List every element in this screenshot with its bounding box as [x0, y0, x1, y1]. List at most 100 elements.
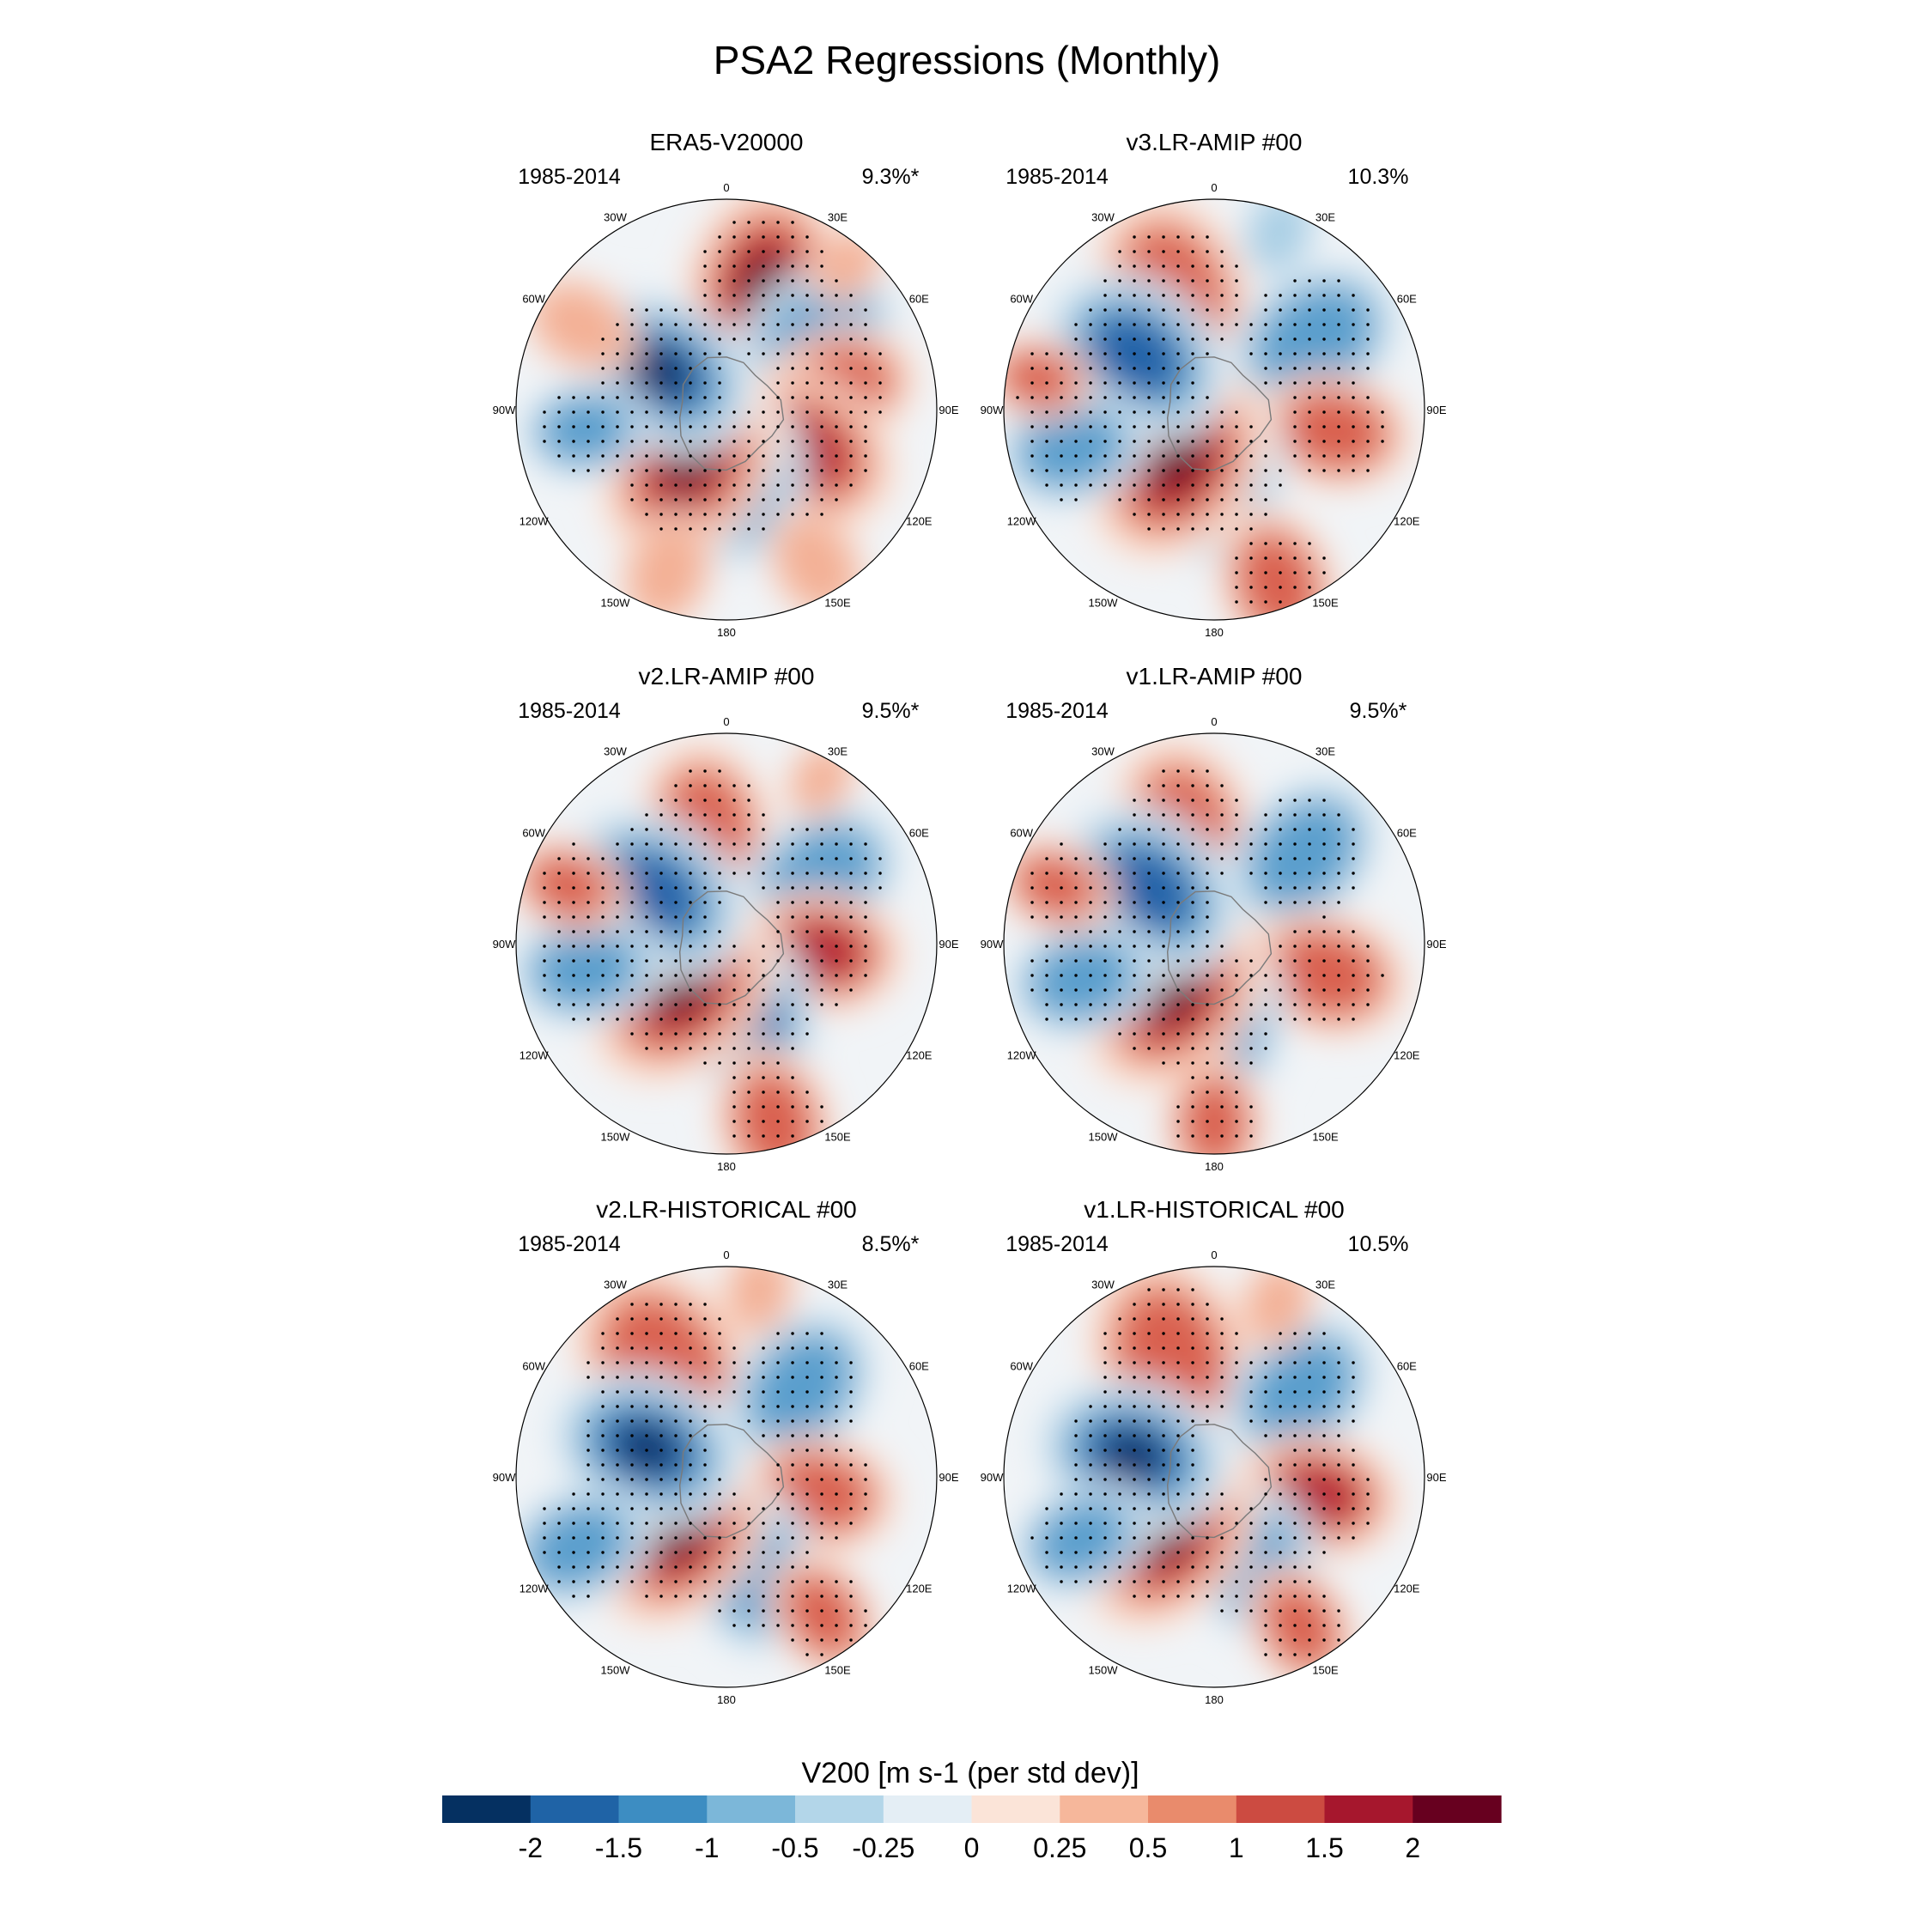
significance-stippling — [543, 221, 882, 531]
map-panel: 0 30E 60E 90E 120E 150E 180 150W 120W 90W 60W 30W v2… — [493, 663, 959, 1173]
longitude-label: 30W — [1091, 745, 1115, 758]
longitude-label: 60W — [1010, 293, 1033, 306]
longitude-labels: 0 30E 60E 90E 120E 150E 180 150W 120W 90W 60W 30W — [493, 1249, 959, 1706]
negative-anomaly — [1030, 939, 1133, 1019]
significance-stippling — [543, 1303, 867, 1656]
map-panel: 0 30E 60E 90E 120E 150E 180 150W 120W 90W 60W 30W ER… — [493, 129, 959, 639]
negative-anomaly — [1091, 314, 1182, 397]
longitude-label: 90W — [981, 1471, 1004, 1484]
negative-anomaly — [750, 1334, 852, 1442]
anomaly-blobs — [516, 1267, 899, 1678]
panel-period: 1985-2014 — [1005, 165, 1109, 189]
map-border — [515, 732, 938, 1155]
longitude-label: 60W — [1010, 1360, 1033, 1373]
longitude-label: 60E — [1397, 1360, 1417, 1373]
colorbar-tick-label: 2 — [1405, 1832, 1420, 1863]
longitude-label: 60W — [522, 293, 545, 306]
antarctica-coastline — [678, 890, 785, 1005]
longitude-label: 60E — [1397, 293, 1417, 306]
map-panel: 0 30E 60E 90E 120E 150E 180 150W 120W 90W 60W 30W v3… — [981, 129, 1447, 639]
longitude-labels: 0 30E 60E 90E 120E 150E 180 150W 120W 90W 60W 30W — [981, 1249, 1447, 1706]
map-panel: 0 30E 60E 90E 120E 150E 180 150W 120W 90W 60W 30W v1… — [981, 663, 1447, 1173]
positive-anomaly — [1150, 430, 1206, 492]
antarctica-coastline — [678, 1424, 785, 1539]
panel-title: v3.LR-AMIP #00 — [1127, 129, 1303, 155]
longitude-label: 60W — [522, 827, 545, 840]
longitude-label: 150E — [1312, 1130, 1339, 1143]
longitude-labels: 0 30E 60E 90E 120E 150E 180 150W 120W 90W 60W 30W — [493, 181, 959, 639]
panel-percent-variance: 9.5%* — [1350, 699, 1407, 723]
regression-field — [1004, 199, 1425, 620]
longitude-label: 90W — [493, 938, 516, 951]
longitude-label: 0 — [723, 181, 729, 194]
map-panel: 0 30E 60E 90E 120E 150E 180 150W 120W 90W 60W 30W v1… — [981, 1196, 1447, 1706]
longitude-label: 30E — [828, 211, 848, 224]
map-border — [515, 1266, 938, 1688]
longitude-label: 150W — [1089, 1663, 1119, 1676]
significance-stippling — [1016, 235, 1384, 604]
significance-stippling — [1030, 1288, 1370, 1656]
negative-anomaly — [1034, 1501, 1127, 1577]
anomaly-blobs — [517, 199, 919, 620]
positive-anomaly — [1264, 1584, 1337, 1668]
panel-title: v1.LR-HISTORICAL #00 — [1084, 1196, 1344, 1223]
longitude-label: 60E — [909, 827, 929, 840]
colorbar-swatch — [1413, 1795, 1502, 1823]
significance-stippling — [543, 769, 882, 1138]
regression-field — [1004, 1267, 1425, 1687]
longitude-label: 90E — [939, 938, 958, 951]
longitude-label: 30W — [604, 745, 627, 758]
longitude-label: 120W — [519, 515, 550, 528]
colorbar-swatch — [1324, 1795, 1413, 1823]
longitude-label: 30E — [1315, 1279, 1335, 1291]
negative-anomaly — [1248, 1338, 1353, 1443]
longitude-label: 30W — [604, 1279, 627, 1291]
longitude-label: 90E — [1426, 404, 1446, 416]
longitude-label: 150W — [601, 1130, 631, 1143]
panel-title: v2.LR-AMIP #00 — [639, 663, 815, 690]
stipple-dots — [543, 769, 882, 1138]
colorbar-tick-label: -2 — [519, 1832, 543, 1863]
longitude-label: 120E — [906, 515, 933, 528]
colorbar-tick-label: -1.5 — [595, 1832, 642, 1863]
longitude-label: 90W — [493, 404, 516, 416]
longitude-label: 180 — [1205, 626, 1224, 639]
regression-field — [516, 733, 937, 1154]
negative-anomaly — [1102, 1431, 1163, 1479]
colorbar-swatch — [1148, 1795, 1237, 1823]
map-border — [1003, 1266, 1425, 1688]
longitude-label: 150E — [1312, 596, 1339, 609]
colorbar-tick-label: -0.5 — [771, 1832, 818, 1863]
longitude-label: 60W — [522, 1360, 545, 1373]
longitude-label: 150E — [824, 1130, 851, 1143]
panel-grid: 0 30E 60E 90E 120E 150E 180 150W 120W 90W 60W 30W ER… — [493, 129, 1447, 1706]
stipple-dots — [1030, 769, 1384, 1138]
anomaly-blobs — [1004, 737, 1410, 1154]
significance-stippling — [1030, 769, 1384, 1138]
longitude-label: 0 — [1211, 715, 1217, 728]
colorbar-swatch — [971, 1795, 1060, 1823]
longitude-label: 150W — [601, 596, 631, 609]
stipple-dots — [543, 221, 882, 531]
map-border — [1003, 732, 1425, 1155]
panel-percent-variance: 8.5%* — [862, 1232, 920, 1256]
positive-anomaly — [1004, 350, 1075, 407]
colorbar-tick-label: 1 — [1229, 1832, 1244, 1863]
longitude-label: 150W — [1089, 596, 1119, 609]
positive-anomaly — [627, 521, 708, 620]
longitude-label: 180 — [717, 1693, 736, 1706]
colorbar-swatch — [707, 1795, 796, 1823]
longitude-label: 0 — [1211, 1249, 1217, 1261]
longitude-label: 120W — [1007, 515, 1037, 528]
longitude-label: 60W — [1010, 827, 1033, 840]
map-panel: 0 30E 60E 90E 120E 150E 180 150W 120W 90W 60W 30W v2… — [493, 1196, 959, 1706]
colorbar-swatch — [883, 1795, 973, 1823]
negative-anomaly — [1251, 802, 1356, 907]
colorbar-tick-label: -1 — [695, 1832, 719, 1863]
stipple-dots — [1016, 235, 1384, 604]
longitude-label: 150E — [824, 596, 851, 609]
longitude-labels: 0 30E 60E 90E 120E 150E 180 150W 120W 90W 60W 30W — [981, 181, 1447, 639]
longitude-label: 90W — [981, 938, 1004, 951]
panel-title: v2.LR-HISTORICAL #00 — [596, 1196, 856, 1223]
